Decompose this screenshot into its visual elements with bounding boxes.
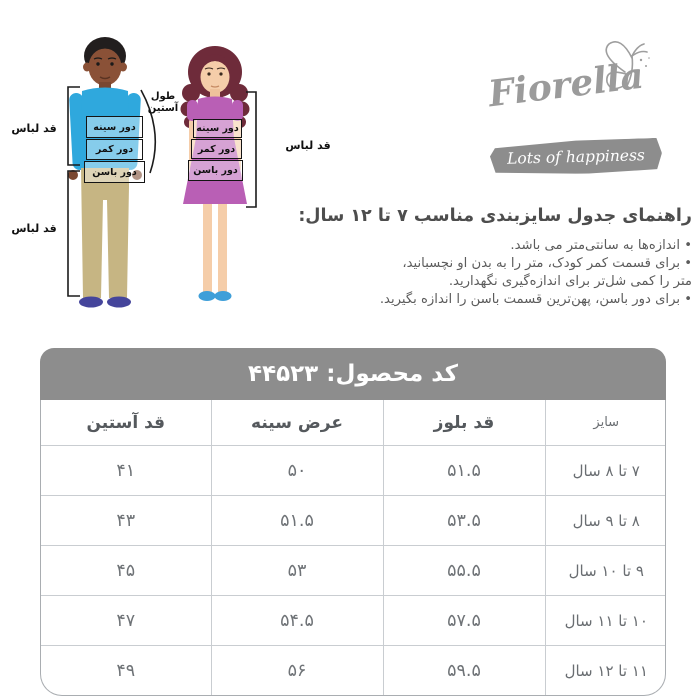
boy-figure <box>68 37 142 308</box>
brand-logo-text: Fiorella <box>486 54 646 116</box>
product-code-header: کد محصول: ۴۴۵۲۳ <box>40 348 666 400</box>
size-table: کد محصول: ۴۴۵۲۳ سایز قد بلوز عرض سینه قد… <box>40 348 666 696</box>
sleeve-length-cell: ۴۵ <box>41 545 212 596</box>
girl-chest-box: دور سینه <box>193 119 242 138</box>
table-row: ۱۱ تا ۱۲ سال ۵۹.۵ ۵۶ ۴۹ <box>41 645 665 695</box>
chest-width-cell: ۵۰ <box>210 445 384 496</box>
blouse-length-cell: ۵۷.۵ <box>382 595 546 646</box>
size-table-grid: سایز قد بلوز عرض سینه قد آستین ۷ تا ۸ سا… <box>40 400 666 696</box>
table-row: ۸ تا ۹ سال ۵۳.۵ ۵۱.۵ ۴۳ <box>41 495 665 546</box>
sleeve-label-line1: طول <box>150 91 176 102</box>
chest-width-cell: ۵۶ <box>210 645 384 695</box>
sleeve-length-cell: ۴۷ <box>41 595 212 646</box>
blouse-length-cell: ۵۳.۵ <box>382 495 546 546</box>
figures-illustration <box>67 37 257 308</box>
sleeve-length-cell: ۴۹ <box>41 645 212 695</box>
guide-bullet-1: • اندازه‌ها به سانتی‌متر می باشد. <box>510 238 692 253</box>
boy-sleeve-length-curve <box>140 89 157 174</box>
guide-bullet-2: • برای قسمت کمر کودک، متر را به بدن او ن… <box>402 256 692 271</box>
sleeve-length-cell: ۴۳ <box>41 495 212 546</box>
size-cell: ۷ تا ۸ سال <box>544 445 665 496</box>
guide-bullet-3: • برای دور باسن، پهن‌ترین قسمت باسن را ا… <box>379 292 692 307</box>
blouse-length-cell: ۵۹.۵ <box>382 645 546 695</box>
chest-width-cell: ۵۴.۵ <box>210 595 384 646</box>
blouse-length-cell: ۵۱.۵ <box>382 445 546 496</box>
boy-shirt-length-bracket <box>67 86 80 166</box>
table-header-row: سایز قد بلوز عرض سینه قد آستین <box>41 400 665 446</box>
boy-waist-box: دور کمر <box>86 139 143 160</box>
guide-title: راهنمای جدول سایزبندی مناسب ۷ تا ۱۲ سال: <box>298 206 692 226</box>
blouse-length-cell: ۵۵.۵ <box>382 545 546 596</box>
boy-hip-box: دور باسن <box>84 161 145 183</box>
column-header-size: سایز <box>544 400 665 446</box>
size-cell: ۱۱ تا ۱۲ سال <box>544 645 665 695</box>
boy-pants-length-bracket <box>67 170 80 297</box>
table-row: ۹ تا ۱۰ سال ۵۵.۵ ۵۳ ۴۵ <box>41 545 665 596</box>
sizing-guide-text: راهنمای جدول سایزبندی مناسب ۷ تا ۱۲ سال:… <box>272 206 692 309</box>
girl-dress-length-bracket <box>246 91 257 208</box>
table-row: ۱۰ تا ۱۱ سال ۵۷.۵ ۵۴.۵ ۴۷ <box>41 595 665 646</box>
sleeve-label-line2: آستین <box>147 102 179 114</box>
table-row: ۷ تا ۸ سال ۵۱.۵ ۵۰ ۴۱ <box>41 445 665 496</box>
size-cell: ۸ تا ۹ سال <box>544 495 665 546</box>
chest-width-cell: ۵۳ <box>210 545 384 596</box>
column-header-chest-width: عرض سینه <box>210 400 384 446</box>
girl-hip-box: دور باسن <box>188 160 243 181</box>
brand-tagline-banner: Lots of happiness <box>490 138 663 176</box>
column-header-sleeve-length: قد آستین <box>41 400 212 446</box>
butterfly-icon <box>605 41 650 90</box>
boy-sleeve-length-label: طول آستین <box>145 91 181 114</box>
boy-chest-box: دور سینه <box>86 116 143 138</box>
guide-bullet-2-continued: متر را کمی شل‌تر برای اندازه‌گیری نگهدار… <box>448 274 692 289</box>
size-cell: ۱۰ تا ۱۱ سال <box>544 595 665 646</box>
column-header-blouse-length: قد بلوز <box>382 400 546 446</box>
brand-tagline-text: Lots of happiness <box>506 146 646 168</box>
chest-width-cell: ۵۱.۵ <box>210 495 384 546</box>
girl-dress-length-label: قد لباس <box>285 139 331 152</box>
girl-waist-box: دور کمر <box>191 139 242 159</box>
boy-shirt-length-label: قد لباس <box>11 122 57 135</box>
size-cell: ۹ تا ۱۰ سال <box>544 545 665 596</box>
boy-pants-length-label: قد لباس <box>11 222 57 235</box>
sleeve-length-cell: ۴۱ <box>41 445 212 496</box>
measurement-diagram: دور سینه دور کمر دور باسن دور سینه دور ک… <box>0 0 331 335</box>
